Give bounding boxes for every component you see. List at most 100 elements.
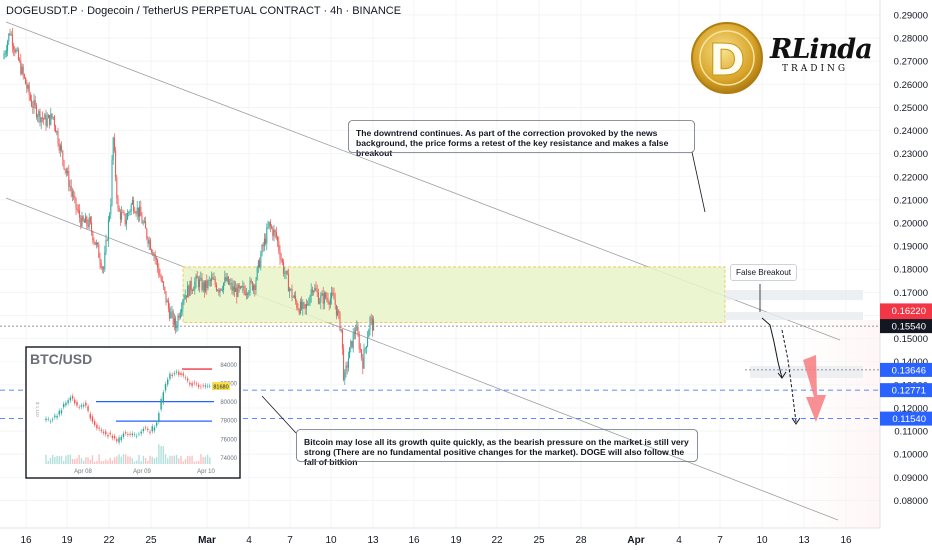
candle-body (169, 308, 171, 319)
candle-body (328, 302, 330, 305)
btc-inset-chart: 840008200080000780007600074000Apr 08Apr … (25, 346, 241, 479)
inset-volume (164, 454, 167, 464)
candle-body (125, 219, 127, 225)
inset-candle (182, 373, 184, 376)
candle-body (369, 317, 371, 330)
inset-candle (91, 416, 94, 422)
inset-candle (164, 383, 167, 391)
inset-candle (155, 422, 158, 426)
candle-body (176, 326, 178, 329)
inset-volume (63, 460, 65, 464)
candle-body (139, 206, 141, 217)
candle-body (41, 117, 43, 119)
candle-body (167, 300, 169, 309)
candle-body (17, 49, 19, 60)
candle-body (323, 293, 325, 304)
inset-candle (63, 404, 65, 408)
inset-candle (67, 400, 69, 404)
inset-volume (186, 456, 189, 464)
inset-candle (178, 371, 180, 375)
candle-body (279, 250, 281, 259)
candle-body (297, 307, 299, 310)
inset-volume (175, 454, 178, 464)
inset-volume (167, 458, 169, 464)
candle-body (106, 239, 108, 241)
candle-body (202, 282, 204, 290)
time-tick-label: 25 (533, 535, 545, 546)
candle-body (20, 60, 22, 74)
price-tick-label: 0.12000 (894, 403, 928, 414)
inset-candle (107, 434, 109, 437)
inset-volume (189, 456, 191, 464)
price-tick-label: 0.18000 (894, 265, 928, 276)
candle-body (124, 213, 126, 225)
candle-body (27, 84, 29, 89)
time-tick-label: 10 (325, 535, 337, 546)
candle-body (232, 286, 234, 291)
candle-body (326, 297, 328, 299)
candle-body (211, 277, 213, 282)
candle-body (100, 262, 102, 269)
inset-volume (200, 454, 202, 464)
candle-body (344, 371, 346, 380)
inset-candle (85, 402, 87, 406)
candle-body (115, 150, 117, 178)
price-tick-label: 0.08000 (894, 496, 928, 507)
inset-candle (51, 419, 54, 421)
inset-volume (182, 461, 184, 464)
time-tick-label: 16 (20, 535, 32, 546)
inset-volume (140, 461, 142, 464)
candle-body (32, 106, 34, 108)
candle-body (173, 318, 175, 325)
inset-candle (158, 412, 160, 423)
candle-body (187, 285, 189, 298)
candle-body (23, 74, 25, 78)
candle-body (89, 217, 91, 223)
candle-body (253, 285, 255, 290)
candle-body (53, 116, 55, 126)
inset-candle (167, 379, 169, 385)
candle-body (250, 280, 252, 282)
time-tick-label: 19 (450, 535, 462, 546)
price-tick-label: 0.22000 (894, 172, 928, 183)
inset-price-tick: 74000 (220, 456, 237, 462)
price-tick-label: 0.27000 (894, 57, 928, 68)
candle-body (221, 289, 223, 291)
candle-body (28, 84, 30, 96)
candle-body (285, 270, 287, 274)
inset-volume (49, 457, 52, 464)
candle-body (197, 278, 199, 288)
candle-body (121, 212, 123, 220)
candle-body (346, 365, 348, 368)
time-tick-label: Apr (627, 535, 644, 546)
candle-body (345, 365, 347, 372)
candle-body (343, 348, 345, 380)
inset-volume (136, 460, 138, 464)
price-tag-label: 0.11540 (892, 414, 926, 425)
candle-body (185, 295, 187, 298)
candle-body (363, 349, 365, 369)
forecast-arrowhead-1 (777, 371, 787, 379)
candle-body (278, 241, 280, 251)
candle-body (177, 315, 179, 327)
candle-body (249, 280, 251, 293)
candle-body (163, 281, 165, 287)
chart-title: DOGEUSDT.P · Dogecoin / TetherUS PERPETU… (6, 5, 402, 17)
inset-candle (195, 383, 198, 385)
candle-body (101, 267, 103, 269)
candle-body (103, 267, 105, 270)
candle-body (229, 283, 231, 285)
inset-volume (162, 446, 165, 464)
candle-body (111, 159, 113, 205)
candle-body (314, 287, 316, 292)
candle-body (332, 292, 334, 295)
candle-body (175, 318, 177, 329)
inset-volume (193, 461, 195, 464)
candle-body (8, 33, 10, 42)
inset-volume (191, 455, 193, 464)
inset-volume (76, 457, 78, 464)
inset-candle (149, 431, 151, 433)
candle-body (313, 291, 315, 293)
price-tag (880, 303, 932, 318)
inset-candle (78, 407, 80, 408)
